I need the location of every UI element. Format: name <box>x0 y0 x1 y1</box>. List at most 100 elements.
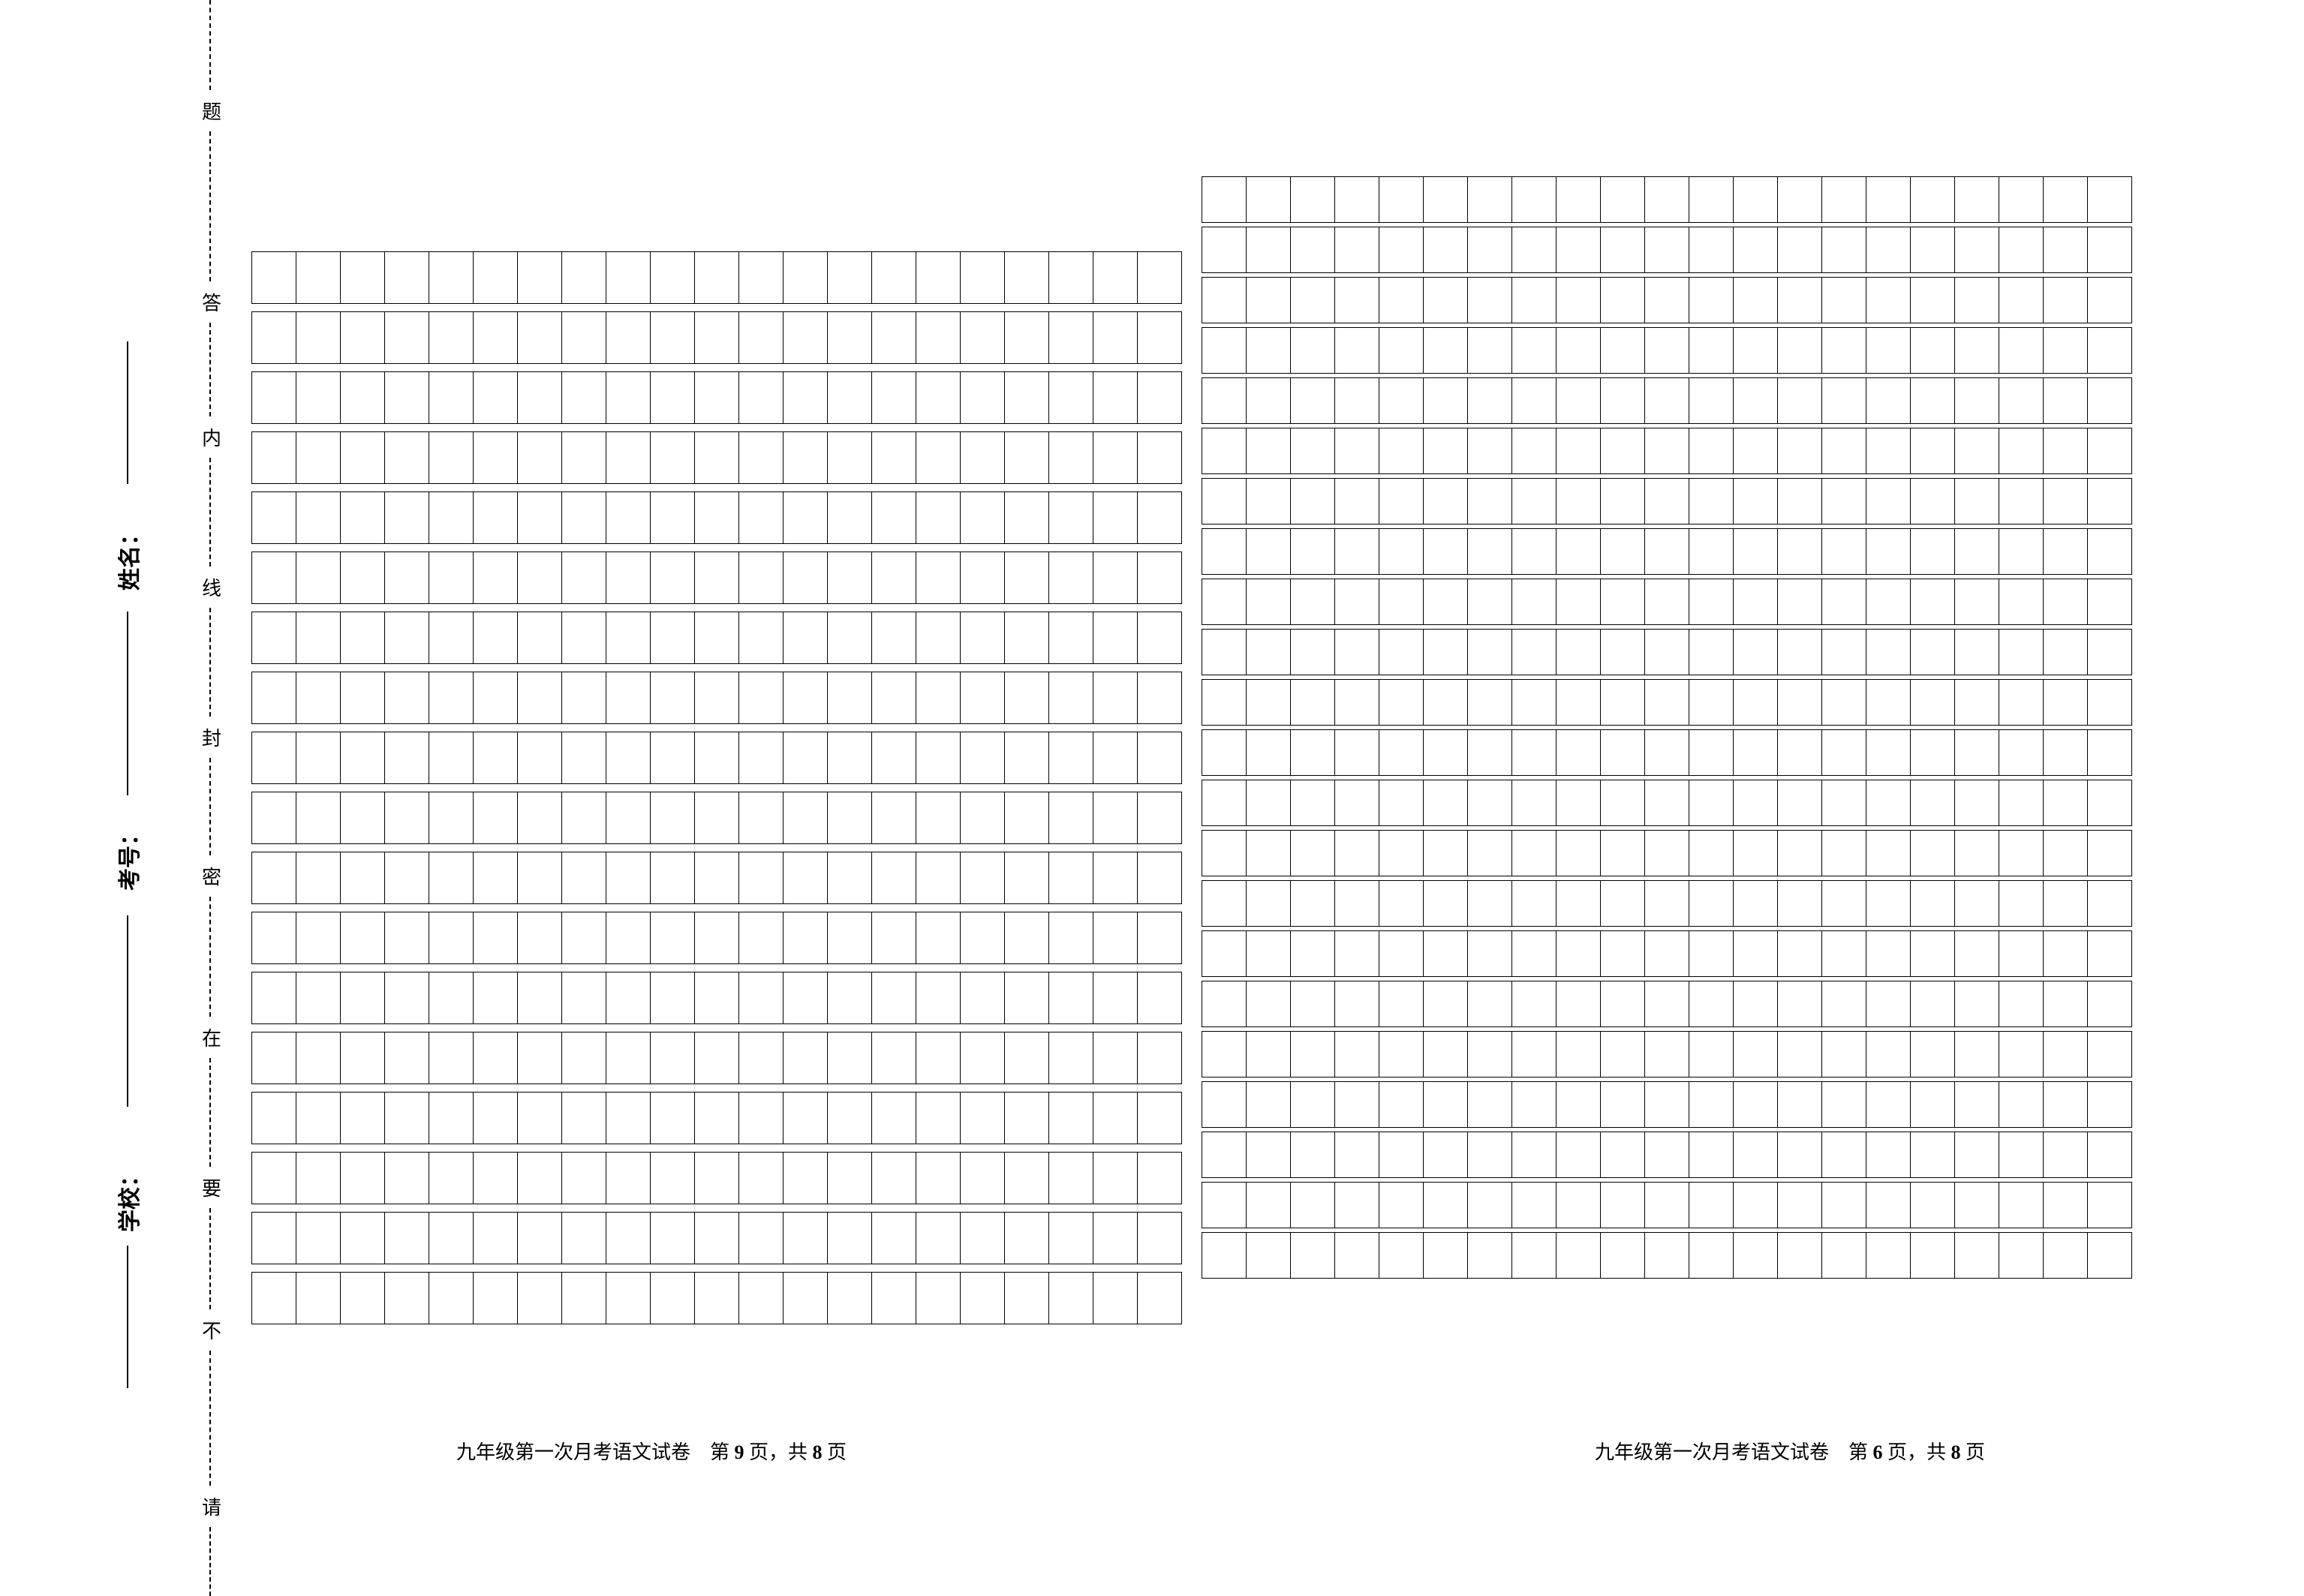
grid-cell <box>1423 377 1468 424</box>
grid-cell <box>1644 377 1689 424</box>
grid-cell <box>1202 579 1247 625</box>
grid-cell <box>1556 830 1601 876</box>
grid-cell <box>1644 478 1689 524</box>
grid-cell <box>1423 176 1468 223</box>
grid-cell <box>960 552 1005 604</box>
grid-cell <box>1137 311 1182 364</box>
grid-cell <box>1600 1031 1645 1078</box>
grid-cell <box>296 431 341 484</box>
grid-cell <box>1093 371 1138 424</box>
info-field-label: 考号： <box>111 823 144 891</box>
grid-cell <box>1954 729 1999 776</box>
grid-cell <box>1004 612 1049 664</box>
grid-cell <box>606 431 651 484</box>
info-field-label: 姓名： <box>111 523 144 591</box>
grid-cell <box>1556 428 1601 474</box>
grid-cell <box>1999 277 2044 323</box>
grid-cell <box>1821 277 1866 323</box>
grid-cell <box>2043 478 2088 524</box>
grid-cell <box>251 792 296 844</box>
grid-cell <box>1334 780 1379 826</box>
grid-cell <box>1866 981 1911 1027</box>
grid-cell <box>738 792 784 844</box>
grid-cell <box>1999 1182 2044 1228</box>
grid-cell <box>1644 227 1689 273</box>
grid-cell <box>1334 579 1379 625</box>
grid-cell <box>827 311 872 364</box>
grid-cell <box>1866 629 1911 675</box>
grid-cell <box>960 612 1005 664</box>
grid-cell <box>1556 277 1601 323</box>
grid-cell <box>1048 1032 1093 1084</box>
grid-cell <box>384 552 429 604</box>
grid-cell <box>384 612 429 664</box>
grid-cell <box>827 672 872 724</box>
grid-cell <box>606 672 651 724</box>
grid-cell <box>1137 1092 1182 1144</box>
grid-cell <box>1733 930 1778 977</box>
grid-cell <box>1556 629 1601 675</box>
grid-cell <box>473 1092 518 1144</box>
grid-cell <box>517 1272 562 1324</box>
grid-cell <box>1467 1031 1512 1078</box>
grid-cell <box>871 732 916 784</box>
grid-cell <box>916 1212 961 1264</box>
grid-cell <box>1733 327 1778 374</box>
grid-cell <box>2043 227 2088 273</box>
grid-cell <box>1379 930 1424 977</box>
grid-cell <box>561 912 606 964</box>
grid-cell <box>429 852 474 904</box>
grid-cell <box>1644 981 1689 1027</box>
grid-cell <box>1910 227 1955 273</box>
info-fields-margin: 姓名：考号：学校： <box>105 0 150 1596</box>
grid-cell <box>473 1032 518 1084</box>
grid-cell <box>1954 478 1999 524</box>
grid-cell <box>1467 327 1512 374</box>
grid-cell <box>1290 729 1335 776</box>
grid-cell <box>517 852 562 904</box>
grid-cell <box>296 1092 341 1144</box>
grid-row <box>251 1032 1182 1084</box>
grid-cell <box>783 371 828 424</box>
grid-cell <box>871 792 916 844</box>
grid-cell <box>1004 1032 1049 1084</box>
grid-row <box>251 431 1182 484</box>
grid-cell <box>2087 478 2132 524</box>
grid-cell <box>1556 930 1601 977</box>
grid-cell <box>1689 1081 1734 1128</box>
grid-cell <box>1004 311 1049 364</box>
grid-cell <box>1379 629 1424 675</box>
grid-cell <box>2043 1182 2088 1228</box>
grid-cell <box>1556 528 1601 575</box>
grid-cell <box>473 972 518 1024</box>
grid-cell <box>1733 227 1778 273</box>
grid-cell <box>2087 679 2132 726</box>
grid-cell <box>1290 528 1335 575</box>
grid-cell <box>1048 852 1093 904</box>
info-field-line <box>127 341 128 484</box>
grid-cell <box>1246 327 1291 374</box>
grid-cell <box>1866 880 1911 927</box>
grid-cell <box>1246 277 1291 323</box>
grid-cell <box>2043 528 2088 575</box>
grid-cell <box>1866 478 1911 524</box>
grid-cell <box>251 1152 296 1204</box>
grid-cell <box>1290 579 1335 625</box>
grid-cell <box>1511 930 1557 977</box>
grid-cell <box>517 552 562 604</box>
grid-cell <box>1999 428 2044 474</box>
grid-cell <box>960 1272 1005 1324</box>
grid-cell <box>1777 1031 1822 1078</box>
grid-cell <box>429 431 474 484</box>
grid-cell <box>2043 1031 2088 1078</box>
grid-cell <box>1290 780 1335 826</box>
grid-cell <box>561 431 606 484</box>
grid-cell <box>916 251 961 304</box>
grid-cell <box>1689 981 1734 1027</box>
grid-cell <box>1689 1031 1734 1078</box>
grid-cell <box>1866 327 1911 374</box>
grid-cell <box>650 1032 695 1084</box>
grid-cell <box>1048 1212 1093 1264</box>
grid-cell <box>1334 1182 1379 1228</box>
grid-cell <box>1290 880 1335 927</box>
